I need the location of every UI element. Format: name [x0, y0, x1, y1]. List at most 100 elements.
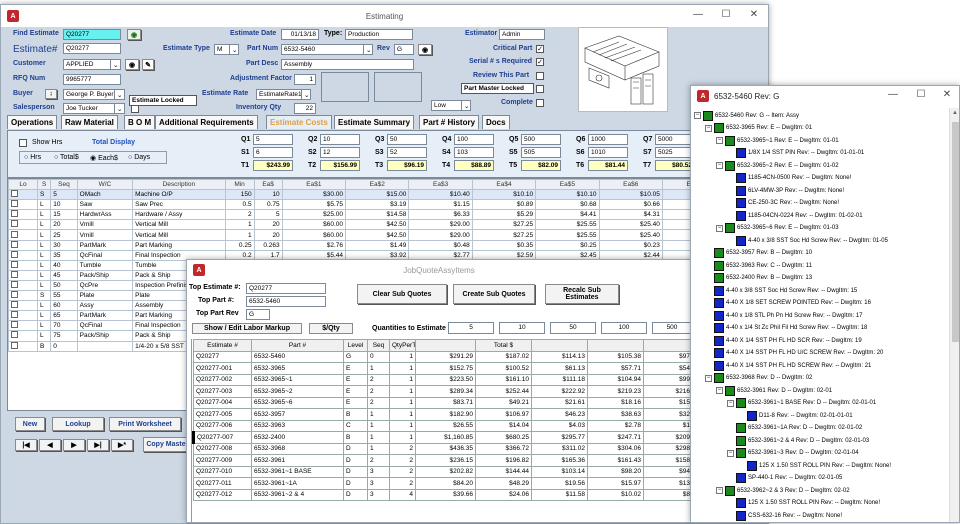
- binoculars-icon[interactable]: ◉: [127, 29, 141, 40]
- lo-checkbox-cell[interactable]: [8, 199, 39, 211]
- tree-node[interactable]: 4-40 x 3/8 SST Soc Hd Screw Rev: -- DwgI…: [736, 235, 888, 246]
- lo-checkbox[interactable]: [11, 281, 18, 288]
- tab-estimate-summary[interactable]: Estimate Summary: [334, 115, 415, 129]
- dollar-per-qty-button[interactable]: $/Qty: [309, 323, 353, 334]
- lo-checkbox[interactable]: [11, 331, 18, 339]
- tab-estimate-costs[interactable]: Estimate Costs: [266, 115, 332, 129]
- lo-checkbox[interactable]: [11, 321, 18, 329]
- tree-node[interactable]: 6532-3961 Rev: D -- DwgItm: 02-01: [725, 385, 832, 396]
- tree-node[interactable]: 6532-3961~3 Rev: D -- DwgItm: 02-01-04: [736, 448, 859, 459]
- tree-collapse-icon[interactable]: −: [727, 399, 734, 407]
- create-sub-quotes-button[interactable]: Create Sub Quotes: [453, 284, 535, 304]
- s-value-field[interactable]: 103: [454, 147, 494, 158]
- top-estimate-field[interactable]: Q20277: [246, 283, 326, 294]
- minimize-icon[interactable]: —: [693, 9, 703, 20]
- ops-col-header[interactable]: Ea$: [253, 179, 283, 191]
- lo-checkbox[interactable]: [11, 291, 18, 299]
- sub-quote-row[interactable]: Q20277-004 6532-3965~6 E 2 1 $83.71 $49.21 $21.…: [193, 396, 691, 409]
- q-value-field[interactable]: 5: [253, 134, 293, 145]
- tree-node[interactable]: CE-250-3C Rev: -- DwgItm: None!: [736, 198, 839, 209]
- tree-node[interactable]: 6532-3965~1 Rev: E -- DwgItm: 01-01: [725, 135, 839, 146]
- tree-node[interactable]: 1185-4CN-0500 Rev: -- DwgItm: None!: [736, 173, 851, 184]
- tree-collapse-icon[interactable]: −: [716, 162, 723, 169]
- tree-node[interactable]: 6532-2400 Rev: B -- DwgItm: 13: [714, 273, 812, 284]
- tree-node[interactable]: 6532-5460 Rev: G -- Item: Assy: [703, 110, 799, 121]
- tree-node[interactable]: 4-40 x 1/8 STL Ph Pn Hd Screw Rev: -- Dw…: [714, 310, 863, 321]
- new-button[interactable]: New: [15, 417, 45, 431]
- sub-quote-row[interactable]: Q20277-008 6532-3968 D 1 2 $436.35 $366.72 $311…: [193, 442, 691, 455]
- first-record-button[interactable]: |◀: [15, 439, 37, 451]
- scroll-thumb[interactable]: [952, 122, 959, 342]
- tab-docs[interactable]: Docs: [482, 115, 510, 129]
- s-value-field[interactable]: 52: [387, 147, 427, 158]
- tree-node[interactable]: 6532-3961~1A Rev: D -- DwgItm: 02-01-02: [736, 423, 862, 434]
- lo-checkbox[interactable]: [11, 251, 18, 258]
- tab-part-history[interactable]: Part # History: [419, 115, 480, 129]
- tree-node[interactable]: 125 X 1.50 SST ROLL PIN Rev: -- DwgItm: …: [736, 498, 880, 509]
- sub-quote-row[interactable]: Q20277-009 6532-3961 D 2 2 $236.15 $196.82 $165…: [193, 454, 691, 467]
- print-worksheet-button[interactable]: Print Worksheet: [109, 417, 181, 431]
- chevron-down-icon[interactable]: ⌄: [363, 44, 373, 55]
- sub-quote-row[interactable]: Q20277-007 6532-2400 B 1 1 $1,160.85 $680.25 $2…: [193, 431, 691, 444]
- ops-table-row[interactable]: S 5 OMach Machine O/P 150 10 $30.00 $15.00 $10.4…: [8, 189, 766, 201]
- tree-collapse-icon[interactable]: −: [716, 137, 723, 144]
- tree-node[interactable]: 6532-3957 Rev: B -- DwgItm: 10: [714, 248, 812, 259]
- tab-additional-requirements[interactable]: Additional Requirements: [155, 115, 258, 129]
- radio-days[interactable]: ○ Days: [128, 154, 151, 161]
- binoculars-icon[interactable]: ◉: [418, 44, 432, 55]
- part-num-field[interactable]: 6532-5460: [281, 44, 373, 55]
- copy-master-button[interactable]: Copy Maste: [143, 437, 189, 452]
- q-value-field[interactable]: 10: [320, 134, 360, 145]
- rfq-field[interactable]: 9965777: [63, 74, 121, 85]
- q-value-field[interactable]: 500: [521, 134, 561, 145]
- sub-quote-row[interactable]: Q20277-005 6532-3957 B 1 1 $182.90 $106.97 $46.…: [193, 408, 691, 421]
- part-desc-field[interactable]: Assembly: [281, 59, 414, 70]
- tree-node[interactable]: 4-40 x 1/4 St Zc Phil Fil Hd Screw Rev: …: [714, 323, 867, 334]
- qty-field-5[interactable]: 500: [652, 322, 691, 334]
- s-value-field[interactable]: 5025: [655, 147, 695, 158]
- ops-table-row[interactable]: L 35 QcFinal Final Inspection 0.2 1.7 $5.44 $3.…: [8, 249, 766, 261]
- tree-node[interactable]: 4-40 X 1/4 SST PH FL HD U/C SCREW Rev: -…: [714, 348, 883, 359]
- scroll-up-icon[interactable]: ▲: [952, 110, 958, 116]
- lo-checkbox-cell[interactable]: [8, 209, 39, 221]
- s-value-field[interactable]: 505: [521, 147, 561, 158]
- recalc-sub-estimates-button[interactable]: Recalc Sub Estimates: [545, 284, 619, 304]
- lo-checkbox-cell[interactable]: [8, 300, 39, 312]
- ops-col-header[interactable]: Description: [132, 179, 226, 191]
- tree-node[interactable]: 6LV-4MW-3P Rev: -- DwgItm: None!: [736, 185, 844, 196]
- estimate-locked-checkbox[interactable]: [131, 105, 139, 113]
- tree-node[interactable]: 1/8X 1/4 SST PIN Rev: -- DwgItm: 01-01-0…: [736, 148, 864, 159]
- buyer-edit-button[interactable]: ↨: [45, 89, 57, 99]
- lo-checkbox[interactable]: [11, 230, 18, 238]
- tree-node[interactable]: 6532-3965~6 Rev: E -- DwgItm: 01-03: [725, 223, 839, 234]
- next-record-button[interactable]: ▶: [63, 439, 85, 451]
- tree-node[interactable]: 1185-04CN-0224 Rev: -- DwgItm: 01-02-01: [736, 210, 863, 221]
- tree-collapse-icon[interactable]: −: [694, 112, 701, 119]
- new-record-button[interactable]: ▶*: [111, 439, 133, 451]
- binoculars-icon[interactable]: ◉: [125, 59, 139, 70]
- ops-col-header[interactable]: Ea$5: [535, 179, 600, 191]
- qty-field-1[interactable]: 5: [448, 322, 494, 334]
- ops-col-header[interactable]: Ea$2: [345, 179, 410, 191]
- lo-checkbox-cell[interactable]: [8, 340, 39, 352]
- q-value-field[interactable]: 100: [454, 134, 494, 145]
- tree-node[interactable]: 4-40 X 1/8 SET SCREW POINTED Rev: -- Dwg…: [714, 298, 871, 309]
- qty-field-4[interactable]: 100: [601, 322, 647, 334]
- tree-node[interactable]: D11-8 Rev: -- DwgItm: 02-01-01-01: [747, 410, 853, 421]
- tree-node[interactable]: 125 X 1.50 SST ROLL PIN Rev: -- DwgItm: …: [747, 460, 891, 471]
- chevron-down-icon[interactable]: ⌄: [110, 59, 121, 70]
- tab-operations[interactable]: Operations: [7, 115, 58, 129]
- chevron-down-icon[interactable]: ⌄: [229, 44, 239, 55]
- complete-checkbox[interactable]: [536, 99, 544, 107]
- sub-quote-row[interactable]: Q20277 6532-5460 G 0 1 $291.29 $187.02 $114.13 $…: [193, 350, 691, 363]
- lo-checkbox-cell[interactable]: [8, 320, 39, 332]
- radio-total[interactable]: ○ Total$: [54, 154, 79, 161]
- clear-sub-quotes-button[interactable]: Clear Sub Quotes: [357, 284, 447, 304]
- lo-checkbox-cell[interactable]: [8, 310, 39, 322]
- s-value-field[interactable]: 1010: [588, 147, 628, 158]
- ops-col-header[interactable]: Ea$1: [281, 179, 347, 191]
- lo-checkbox-cell[interactable]: [8, 279, 39, 292]
- lookup-button[interactable]: Lookup: [52, 417, 104, 431]
- radio-each[interactable]: ◉ Each$: [90, 155, 118, 162]
- lo-checkbox-cell[interactable]: [8, 249, 39, 261]
